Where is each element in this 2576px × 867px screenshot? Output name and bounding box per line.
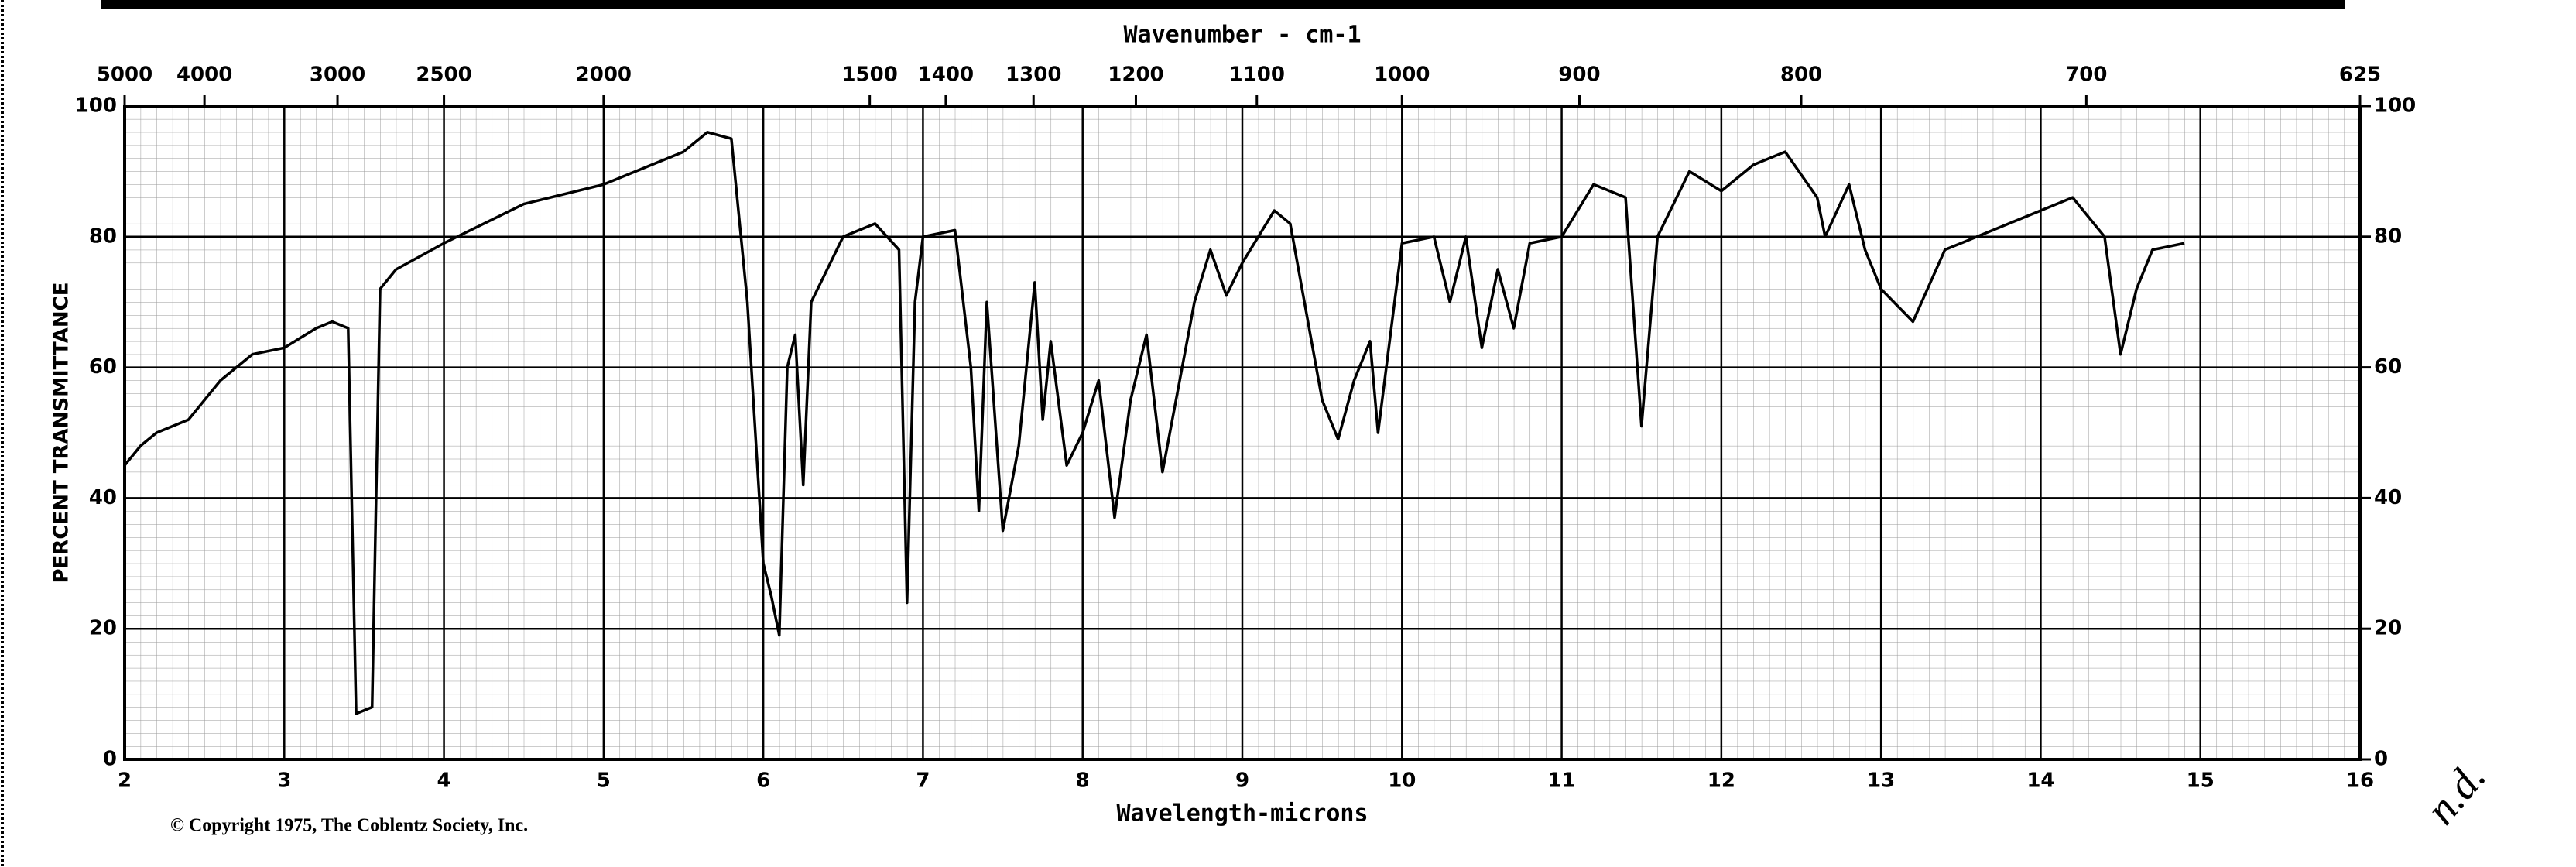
x-tick-label: 8 <box>1076 769 1090 793</box>
y-tick-label: 80 <box>89 224 117 248</box>
y-tick-label: 100 <box>75 94 117 118</box>
x-tick-label: 2 <box>118 769 132 793</box>
y-tick-label: 60 <box>89 355 117 379</box>
y2-tick-label: 60 <box>2374 355 2402 379</box>
top-tick-label: 1100 <box>1229 63 1285 87</box>
y2-tick-label: 80 <box>2374 224 2402 248</box>
y-tick-label: 20 <box>89 617 117 640</box>
x-tick-label: 14 <box>2026 769 2054 793</box>
top-tick-label: 5000 <box>97 63 152 87</box>
plot-frame <box>123 105 2362 761</box>
y-tick-label: 40 <box>89 486 117 509</box>
y2-tick-label: 40 <box>2374 486 2402 509</box>
top-tick-label: 800 <box>1780 63 1822 87</box>
top-tick-label: 2500 <box>416 63 471 87</box>
top-tick-label: 1000 <box>1374 63 1430 87</box>
top-tick-label: 2000 <box>576 63 632 87</box>
y2-tick-label: 0 <box>2374 748 2388 771</box>
y-axis-label: PERCENT TRANSMITTANCE <box>50 283 74 584</box>
top-tick-label: 700 <box>2065 63 2107 87</box>
top-tick-label: 4000 <box>176 63 232 87</box>
x-tick-label: 12 <box>1708 769 1735 793</box>
x-tick-label: 7 <box>916 769 930 793</box>
x-tick-label: 10 <box>1388 769 1416 793</box>
y-tick-label: 0 <box>103 748 117 771</box>
x-tick-label: 15 <box>2187 769 2215 793</box>
top-tick-label: 900 <box>1558 63 1600 87</box>
top-tick-label: 1500 <box>841 63 897 87</box>
top-tick-label: 1400 <box>918 63 974 87</box>
x-tick-label: 9 <box>1235 769 1249 793</box>
x-tick-label: 5 <box>597 769 611 793</box>
copyright: © Copyright 1975, The Coblentz Society, … <box>170 816 528 836</box>
top-tick-label: 3000 <box>310 63 365 87</box>
x-axis-label: Wavelength-microns <box>1116 800 1368 828</box>
x-tick-label: 16 <box>2346 769 2374 793</box>
handwritten-note: n.d. <box>2417 752 2496 833</box>
y2-tick-label: 100 <box>2374 94 2416 118</box>
x-tick-label: 6 <box>756 769 770 793</box>
spectrum-line <box>123 131 2185 715</box>
top-tick-label: 1300 <box>1005 63 1061 87</box>
x-tick-label: 3 <box>277 769 291 793</box>
x-tick-label: 13 <box>1867 769 1895 793</box>
x-tick-label: 4 <box>437 769 451 793</box>
chart-title: Wavenumber - cm-1 <box>1123 22 1361 49</box>
top-tick-label: 625 <box>2339 63 2381 87</box>
y2-tick-label: 20 <box>2374 617 2402 640</box>
top-tick-label: 1200 <box>1108 63 1163 87</box>
x-tick-label: 11 <box>1547 769 1575 793</box>
top-bar <box>101 0 2345 9</box>
